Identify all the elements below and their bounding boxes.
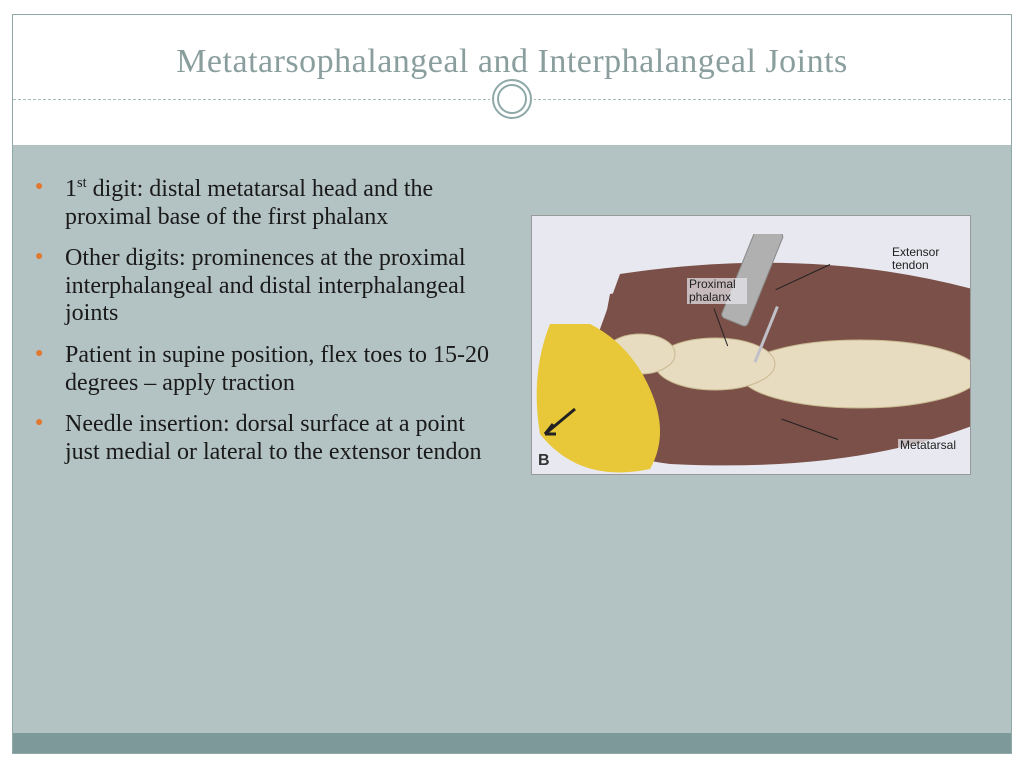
- label-proximal-phalanx: Proximal phalanx: [687, 278, 747, 304]
- slide-header: Metatarsophalangeal and Interphalangeal …: [13, 15, 1011, 100]
- slide-title: Metatarsophalangeal and Interphalangeal …: [33, 43, 991, 81]
- footer-bar: [13, 733, 1011, 753]
- slide-body: 1st digit: distal metatarsal head and th…: [13, 145, 1011, 753]
- bullet-list: 1st digit: distal metatarsal head and th…: [61, 175, 501, 753]
- bullet-item: 1st digit: distal metatarsal head and th…: [61, 175, 501, 231]
- bullet-item: Needle insertion: dorsal surface at a po…: [61, 411, 501, 466]
- bullet-item: Patient in supine position, flex toes to…: [61, 342, 501, 397]
- panel-letter: B: [538, 452, 550, 470]
- bullet-item: Other digits: prominences at the proxima…: [61, 245, 501, 328]
- figure-area: Extensor tendon Proximal phalanx Metatar…: [531, 175, 981, 753]
- bullet-text: Patient in supine position, flex toes to…: [65, 342, 489, 396]
- label-extensor-tendon: Extensor tendon: [890, 246, 948, 272]
- anatomy-figure: Extensor tendon Proximal phalanx Metatar…: [531, 215, 971, 475]
- label-metatarsal: Metatarsal: [898, 439, 958, 452]
- divider-ring-icon: [490, 77, 534, 121]
- bullet-text: Needle insertion: dorsal surface at a po…: [65, 411, 482, 465]
- bullet-text: 1st digit: distal metatarsal head and th…: [65, 176, 433, 230]
- slide: Metatarsophalangeal and Interphalangeal …: [12, 14, 1012, 754]
- bullet-text: Other digits: prominences at the proxima…: [65, 245, 466, 326]
